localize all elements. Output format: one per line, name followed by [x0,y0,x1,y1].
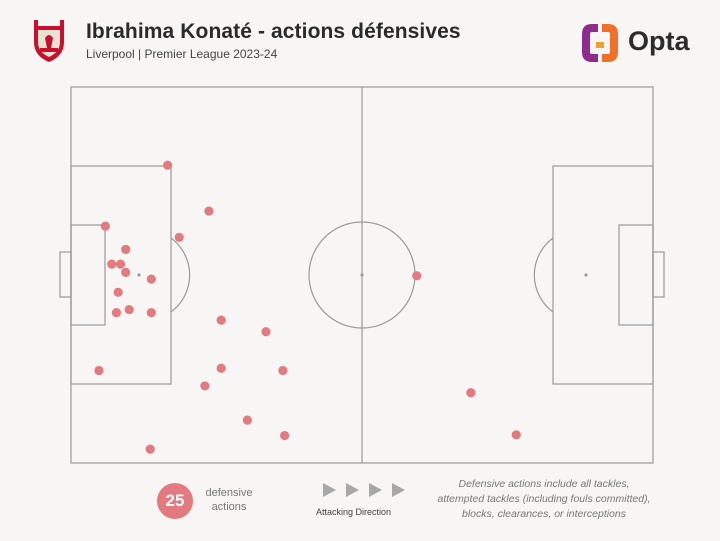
page-subtitle: Liverpool | Premier League 2023-24 [86,47,278,61]
left-goal [59,251,72,298]
defensive-action-point [100,221,110,231]
defensive-action-point [204,206,214,216]
attacking-direction-arrows-icon [323,483,405,497]
definition-note-line-1: Defensive actions include all tackles, [458,478,630,490]
defensive-action-point [146,274,156,284]
centre-spot [360,273,364,277]
defensive-action-point [113,287,123,297]
defensive-action-point [279,430,290,441]
defensive-action-point [121,244,131,255]
right-penalty-area [552,165,654,385]
defensive-action-point [200,381,210,391]
left-penalty-arc [170,237,191,313]
defensive-action-point [124,304,134,315]
right-penalty-spot [584,273,588,277]
definition-note-line-2: attempted tackles (including fouls commi… [437,493,651,505]
defensive-action-point [278,365,288,376]
defensive-action-point [145,444,155,454]
right-penalty-arc [533,237,554,313]
defensive-action-point [261,327,271,337]
defensive-action-point [511,430,521,440]
defensive-action-point [146,308,156,318]
defensive-action-points [94,160,521,454]
defensive-action-point [107,259,117,269]
defensive-action-point [121,267,131,277]
attacking-direction-label: Attacking Direction [316,507,392,517]
left-six-yard-box [70,224,106,326]
defensive-action-point [216,315,226,325]
defensive-action-point [466,388,476,398]
action-count-label: defensive actions [205,487,253,513]
defensive-action-point [242,415,252,425]
liverpool-crest-icon [34,20,64,62]
right-six-yard-box [618,224,654,326]
definition-note-line-3: blocks, clearances, or interceptions [462,508,626,520]
page-title: Ibrahima Konaté - actions défensives [86,20,461,43]
defensive-action-point [111,308,121,318]
defensive-action-point [412,271,422,281]
defensive-action-point [174,232,184,242]
defensive-action-point [163,160,173,170]
brand-name: Opta [628,26,690,56]
defensive-action-point [216,363,226,373]
left-penalty-area [70,165,172,385]
opta-logo-icon [582,24,618,62]
left-penalty-spot [137,273,141,277]
defensive-action-point [94,365,104,376]
right-goal [652,251,665,298]
defensive-action-point [115,259,126,269]
action-count-badge: 25 [157,483,193,519]
definition-note: Defensive actions include all tackles, a… [424,477,664,522]
